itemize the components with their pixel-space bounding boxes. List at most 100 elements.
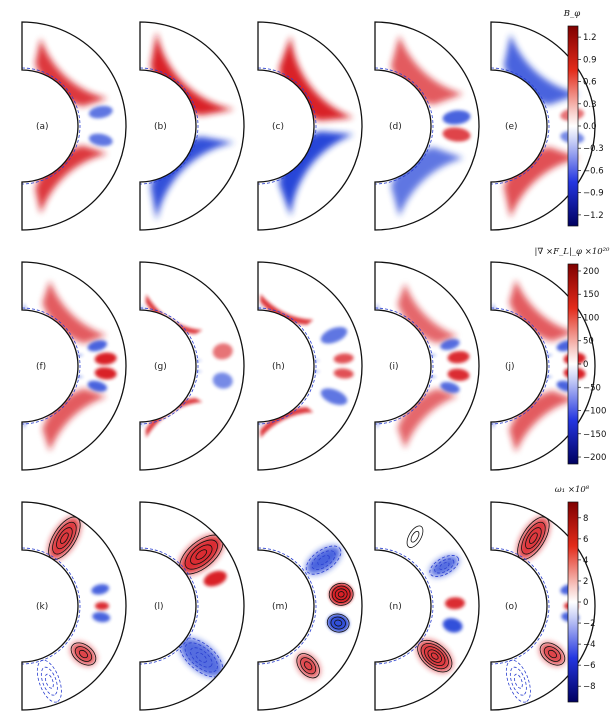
field-patch bbox=[296, 653, 320, 678]
colorbar-tick-label: −4 bbox=[583, 640, 596, 650]
inner-dashed-line bbox=[375, 307, 434, 425]
colorbar-tick-label: −200 bbox=[583, 453, 606, 463]
inner-dashed-line bbox=[22, 307, 81, 425]
field-patch bbox=[333, 368, 354, 379]
field-patch bbox=[95, 602, 109, 610]
contour-solid bbox=[60, 532, 69, 544]
colorbar-tick-label: −100 bbox=[583, 407, 606, 417]
field-patch bbox=[92, 612, 111, 623]
contour-solid bbox=[410, 530, 420, 543]
panel-label: (d) bbox=[389, 122, 402, 132]
contour-dashed bbox=[195, 652, 208, 663]
colorbar-tick-label: −8 bbox=[583, 682, 596, 692]
field-patch bbox=[320, 326, 348, 344]
colorbar-tick-label: −150 bbox=[583, 430, 606, 440]
field-patch bbox=[447, 368, 470, 381]
colorbar-tick-label: −6 bbox=[583, 661, 596, 671]
field-patch bbox=[333, 353, 354, 364]
panel-label: (n) bbox=[389, 602, 402, 612]
shell-outline bbox=[374, 21, 480, 231]
inner-dashed-line bbox=[491, 67, 550, 185]
colorbar-tick-label: 100 bbox=[583, 313, 599, 323]
contour-solid bbox=[296, 653, 320, 679]
field-patch bbox=[179, 535, 223, 575]
shell-outline bbox=[374, 261, 480, 471]
panel-label: (f) bbox=[36, 362, 46, 372]
field-patch bbox=[320, 388, 348, 406]
colorbar-tick-label: 8 bbox=[583, 514, 588, 524]
field-patch bbox=[91, 584, 110, 595]
panel-g: (g) bbox=[139, 261, 245, 471]
field-patch bbox=[442, 127, 471, 142]
panels-layer: (a) (b) (c) (d) (e) (f) (g) (h) (i) (j) (k) (l) (m) (… bbox=[21, 21, 596, 711]
shell-outline bbox=[257, 501, 363, 711]
contour-solid bbox=[303, 661, 313, 671]
field-patch bbox=[447, 351, 470, 364]
shell-outline bbox=[139, 501, 245, 711]
contour-solid bbox=[337, 591, 345, 598]
panel-label: (o) bbox=[505, 602, 518, 612]
inner-dashed-line bbox=[491, 547, 550, 665]
contour-dashed bbox=[439, 562, 450, 570]
colorbar-tick-label: 50 bbox=[583, 337, 594, 347]
panel-label: (k) bbox=[36, 602, 48, 612]
colorbar-tick-label: −0.9 bbox=[583, 189, 604, 199]
panel-i: (i) bbox=[374, 261, 480, 471]
colorbar-title: B_φ bbox=[563, 9, 580, 19]
field-patch bbox=[440, 338, 460, 351]
panel-k: (k) bbox=[21, 501, 127, 711]
field-patch bbox=[517, 516, 550, 560]
contour-solid bbox=[424, 646, 446, 667]
colorbar-tick-label: 6 bbox=[583, 535, 588, 545]
contour-solid bbox=[420, 643, 449, 670]
panel-f: (f) bbox=[21, 261, 127, 471]
contour-solid bbox=[52, 521, 77, 555]
panel-label: (c) bbox=[272, 122, 284, 132]
field-patch bbox=[94, 367, 117, 380]
colorbar-tick-label: 150 bbox=[583, 290, 599, 300]
panel-label: (b) bbox=[154, 122, 167, 132]
contour-dashed bbox=[513, 673, 523, 689]
panel-m: (m) bbox=[257, 501, 363, 711]
field-patch bbox=[442, 618, 463, 633]
field-patch bbox=[179, 637, 223, 677]
contour-solid bbox=[334, 619, 343, 627]
field-patch bbox=[397, 388, 458, 449]
panel-l: (l) bbox=[139, 501, 245, 711]
field-patch bbox=[212, 372, 233, 389]
panel-label: (a) bbox=[36, 122, 49, 132]
contour-solid bbox=[406, 525, 424, 548]
colorbar-tick-label: 1.2 bbox=[583, 33, 597, 43]
field-patch bbox=[444, 597, 465, 610]
panel-b: (b) bbox=[139, 21, 245, 231]
contour-solid bbox=[529, 532, 538, 544]
colorbar-tick-label: 200 bbox=[583, 267, 599, 277]
shell-outline bbox=[21, 501, 127, 711]
contour-solid bbox=[430, 652, 439, 660]
contour-dashed bbox=[305, 545, 342, 575]
shell-outline bbox=[257, 261, 363, 471]
colorbars-layer: B_φ 1.2 0.9 0.6 0.3 0.0 −0.3 −0.6 −0.9 −1.2 |∇ ×F_… bbox=[535, 9, 610, 703]
colorbar-tick-label: 0.9 bbox=[583, 55, 597, 65]
panel-label: (i) bbox=[389, 362, 399, 372]
colorbar-tick-label: −50 bbox=[583, 383, 601, 393]
colorbar-gradient bbox=[567, 25, 579, 227]
contour-solid bbox=[300, 657, 317, 675]
field-patch bbox=[306, 546, 341, 575]
inner-dashed-line bbox=[258, 307, 317, 425]
colorbar-tick-label: 2 bbox=[583, 577, 588, 587]
colorbar-tick-label: 0.3 bbox=[583, 100, 597, 110]
colorbar-tick-label: −1.2 bbox=[583, 211, 604, 221]
contour-solid bbox=[74, 646, 93, 662]
colorbar-tick-label: 4 bbox=[583, 556, 588, 566]
contour-solid bbox=[70, 642, 97, 666]
contour-solid bbox=[330, 616, 346, 630]
colorbar-gradient bbox=[567, 501, 579, 703]
panel-label: (m) bbox=[272, 602, 288, 612]
shell-outline bbox=[139, 261, 245, 471]
contour-dashed bbox=[509, 666, 527, 696]
inner-dashed-line bbox=[258, 67, 317, 185]
colorbar-gradient bbox=[567, 263, 579, 465]
colorbar-row-btheta: B_φ 1.2 0.9 0.6 0.3 0.0 −0.3 −0.6 −0.9 −1.2 bbox=[563, 9, 604, 227]
